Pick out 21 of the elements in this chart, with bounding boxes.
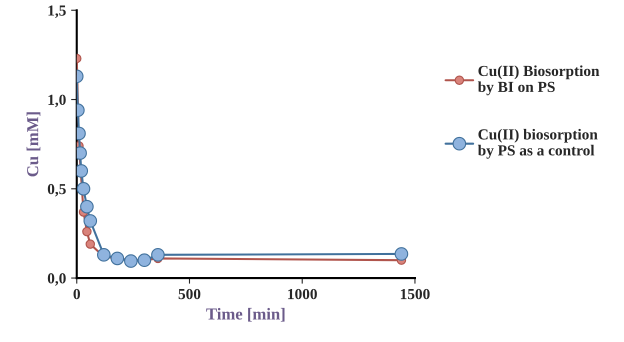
y-tick-label: 0,0 bbox=[48, 273, 66, 286]
legend-label: Cu(II) biosorption by PS as a control bbox=[478, 128, 598, 159]
x-tick-label: 0 bbox=[74, 288, 80, 300]
y-tick-label: 1,5 bbox=[48, 5, 66, 18]
point bbox=[151, 248, 165, 262]
x-tick-label: 1000 bbox=[288, 288, 317, 300]
y-tick-label: 0,5 bbox=[48, 184, 66, 196]
point bbox=[83, 214, 98, 228]
point bbox=[80, 200, 94, 214]
point bbox=[124, 254, 138, 268]
legend-label: Cu(II) Biosorption by BI on PS bbox=[478, 65, 600, 96]
x-tick-label: 500 bbox=[178, 288, 200, 300]
x-axis-title: Time [min] bbox=[206, 308, 285, 322]
y-tick-label: 1,0 bbox=[48, 94, 66, 108]
y-axis-title: Cu [mM] bbox=[26, 112, 40, 176]
x-tick-label: 1500 bbox=[400, 288, 430, 300]
point bbox=[86, 239, 95, 249]
point bbox=[76, 182, 90, 196]
point bbox=[82, 226, 92, 236]
point bbox=[394, 247, 408, 261]
point bbox=[97, 248, 111, 262]
